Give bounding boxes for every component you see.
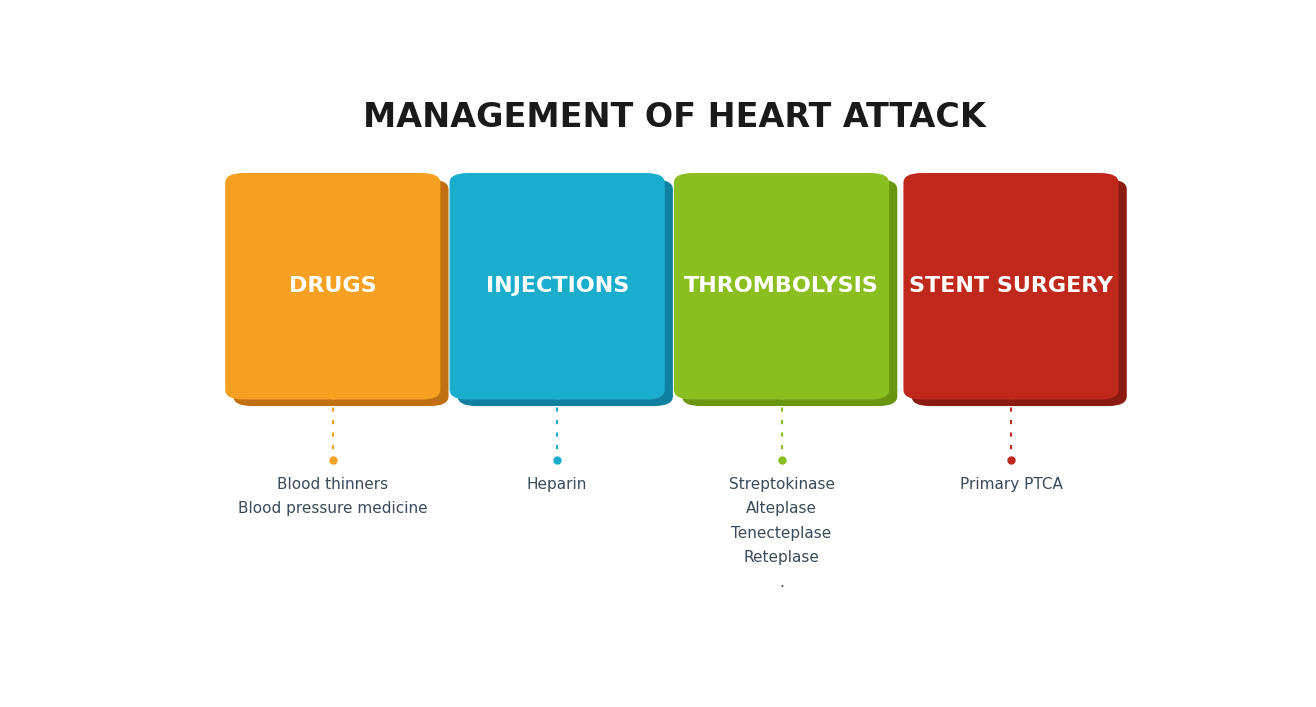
Text: STENT SURGERY: STENT SURGERY <box>909 276 1113 296</box>
Text: Reteplase: Reteplase <box>744 550 820 566</box>
FancyBboxPatch shape <box>912 180 1126 406</box>
FancyBboxPatch shape <box>458 180 672 406</box>
Text: Blood thinners: Blood thinners <box>278 477 388 492</box>
FancyBboxPatch shape <box>233 180 449 406</box>
Text: Blood pressure medicine: Blood pressure medicine <box>238 501 428 516</box>
Text: Primary PTCA: Primary PTCA <box>959 477 1062 492</box>
FancyBboxPatch shape <box>903 173 1119 399</box>
Text: Heparin: Heparin <box>526 477 587 492</box>
Text: DRUGS: DRUGS <box>290 276 376 296</box>
FancyBboxPatch shape <box>674 173 890 399</box>
FancyBboxPatch shape <box>682 180 898 406</box>
Text: Alteplase: Alteplase <box>746 501 817 516</box>
Text: Tenecteplase: Tenecteplase <box>732 526 832 541</box>
Text: .: . <box>779 575 784 590</box>
Text: Streptokinase: Streptokinase <box>729 477 834 492</box>
Text: INJECTIONS: INJECTIONS <box>486 276 629 296</box>
Text: MANAGEMENT OF HEART ATTACK: MANAGEMENT OF HEART ATTACK <box>363 101 986 134</box>
Text: THROMBOLYSIS: THROMBOLYSIS <box>684 276 879 296</box>
FancyBboxPatch shape <box>225 173 441 399</box>
FancyBboxPatch shape <box>450 173 665 399</box>
